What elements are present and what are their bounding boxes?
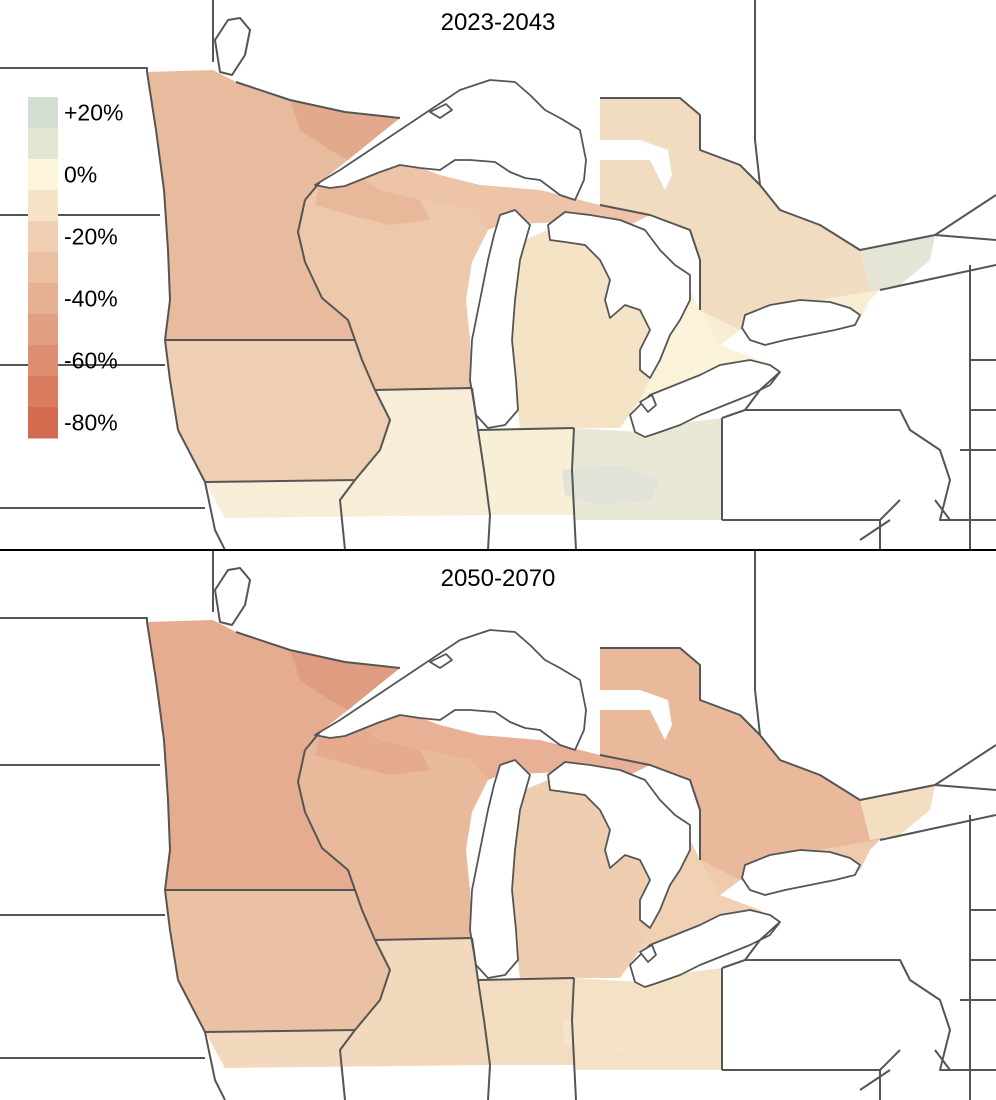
legend-label: -40%	[64, 286, 118, 312]
legend-swatch	[28, 376, 58, 408]
lake	[629, 909, 781, 988]
projection-shading	[0, 550, 996, 1100]
lake	[741, 299, 861, 346]
boundary-lines	[214, 17, 251, 76]
legend-swatch	[28, 283, 58, 315]
lake	[429, 103, 453, 119]
legend-swatch	[28, 314, 58, 346]
panel-title: 2023-2043	[441, 9, 556, 36]
region-mi-lower	[500, 775, 660, 980]
lake	[429, 653, 453, 669]
legend-swatch	[28, 345, 58, 377]
region-mi-lower	[500, 225, 660, 430]
region-wi	[298, 722, 488, 940]
legend-swatch	[28, 128, 58, 160]
legend-label: 0%	[64, 162, 97, 188]
color-legend: +20% 0% -20% -40% -60% -80%	[28, 97, 123, 439]
region-ia	[165, 340, 390, 482]
legend-swatch	[28, 407, 58, 439]
lake	[469, 209, 531, 429]
legend-swatch	[28, 190, 58, 222]
lake	[314, 79, 587, 201]
region-oh-hot	[562, 465, 660, 505]
region-quebec-tip	[860, 235, 935, 290]
lake	[629, 359, 781, 438]
lake	[741, 849, 861, 896]
legend-swatch	[28, 221, 58, 253]
region-oh-hot	[562, 1015, 660, 1055]
lake	[547, 211, 691, 379]
legend-label: -20%	[64, 224, 118, 250]
legend-swatch	[28, 97, 58, 129]
region-wi	[298, 172, 488, 390]
lake	[639, 394, 657, 413]
region-in	[478, 428, 576, 515]
legend-label: +20%	[64, 100, 123, 126]
projection-shading	[0, 0, 996, 550]
panel-title: 2050-2070	[441, 565, 556, 592]
map-panel-2050-2070	[0, 550, 996, 1100]
region-in	[478, 978, 576, 1065]
legend-label: -60%	[64, 348, 118, 374]
region-ontario-north	[600, 648, 935, 895]
legend-swatch	[28, 159, 58, 191]
region-ia	[165, 890, 390, 1032]
map-panel-2023-2043	[0, 0, 996, 550]
lake	[547, 761, 691, 929]
lake	[469, 759, 531, 979]
boundary-lines	[214, 567, 251, 626]
region-quebec-tip	[860, 785, 935, 840]
region-il-mo	[205, 938, 490, 1068]
region-ontario-north	[600, 98, 935, 345]
boundary-lines	[0, 0, 996, 550]
legend-label: -80%	[64, 410, 118, 436]
region-il-mo	[205, 388, 490, 518]
lake	[314, 629, 587, 751]
boundary-lines	[0, 550, 996, 1100]
lake	[639, 944, 657, 963]
legend-swatch	[28, 252, 58, 284]
